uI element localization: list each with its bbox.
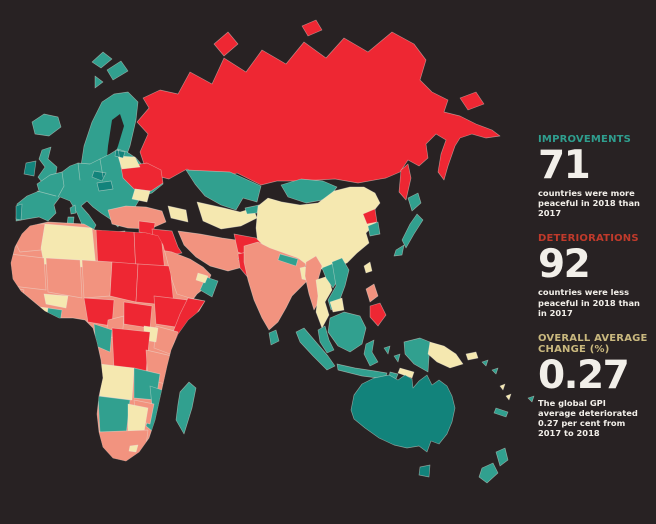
region-burkina-faso [43, 293, 69, 309]
improvements-value: 71 [538, 143, 591, 188]
improvements-description: countries were more peaceful in 2018 tha… [538, 188, 640, 219]
region-new-caledonia [493, 407, 509, 418]
region-russia [136, 31, 501, 186]
region-namibia [97, 395, 131, 437]
region-svalbard [91, 51, 129, 89]
region-south-korea [367, 221, 381, 237]
region-mali [45, 257, 83, 299]
region-portugal [15, 203, 23, 221]
region-uae [195, 272, 209, 284]
region-tasmania [418, 464, 431, 478]
deteriorations-value: 92 [538, 242, 591, 288]
region-angola [99, 363, 135, 401]
region-central-african-republic [123, 301, 153, 329]
region-ivory-coast [30, 305, 49, 324]
region-new-guinea-east [427, 341, 464, 369]
region-solomon-islands [481, 359, 499, 375]
country-border-lines [36, 148, 122, 198]
region-corsica [69, 204, 77, 215]
region-ghana [45, 307, 63, 324]
region-sri-lanka [268, 329, 280, 346]
overall-change-value: 0.27 [538, 352, 630, 398]
region-madagascar [175, 381, 197, 435]
region-romania [131, 188, 151, 203]
improvements-label: IMPROVEMENTS [538, 134, 632, 145]
deteriorations-label: DETERIORATIONS [538, 233, 639, 245]
region-south-africa [97, 429, 149, 461]
region-nepal [277, 253, 299, 267]
stat-deteriorations: DETERIORATIONS 92 countries were less pe… [538, 233, 652, 317]
region-mauritania [11, 253, 47, 291]
region-drc [111, 327, 151, 373]
region-japan [393, 192, 424, 257]
region-lesotho [128, 444, 139, 453]
region-new-britain [465, 351, 479, 361]
stat-overall-average-change: OVERALL AVERAGE CHANGE (%) 0.27 The glob… [538, 333, 652, 438]
region-niger [81, 259, 113, 299]
region-austria [96, 180, 114, 192]
stats-panel: IMPROVEMENTS 71 countries were more peac… [538, 134, 652, 453]
region-caucasus [167, 205, 189, 223]
region-sakhalin [398, 163, 412, 201]
region-ukraine [120, 162, 164, 192]
region-sumatra [295, 327, 336, 371]
region-ireland [23, 160, 37, 177]
region-sulawesi [363, 339, 379, 367]
region-chad [109, 261, 139, 303]
stat-improvements: IMPROVEMENTS 71 countries were more peac… [538, 134, 652, 218]
region-fiji [527, 395, 535, 403]
region-chukotka [459, 91, 485, 111]
overall-change-label: OVERALL AVERAGE CHANGE (%) [538, 332, 648, 355]
region-kazakhstan [185, 169, 262, 211]
region-kyrgyzstan [244, 204, 260, 215]
region-severnaya-zemlya [301, 19, 323, 37]
region-iceland [31, 113, 62, 137]
deteriorations-description: countries were less peaceful in 2018 tha… [538, 287, 640, 318]
region-guinea [11, 297, 32, 315]
region-philippines-north [365, 283, 379, 303]
region-morocco [13, 223, 46, 253]
region-timor [397, 367, 415, 379]
overall-change-description: The global GPI average deteriorated 0.27… [538, 397, 638, 439]
region-moluccas [383, 345, 401, 363]
region-philippines-south [369, 302, 387, 327]
region-vanuatu [499, 383, 512, 401]
region-cambodia [329, 297, 345, 313]
region-new-zealand [478, 447, 509, 484]
region-novaya-zemlya [213, 31, 239, 57]
region-north-korea [362, 208, 378, 225]
region-taiwan [363, 261, 373, 274]
region-borneo [327, 311, 367, 353]
region-estonia [114, 149, 126, 159]
region-malay-peninsula [317, 325, 335, 354]
region-new-guinea-west [403, 337, 431, 373]
region-australia [350, 374, 456, 453]
